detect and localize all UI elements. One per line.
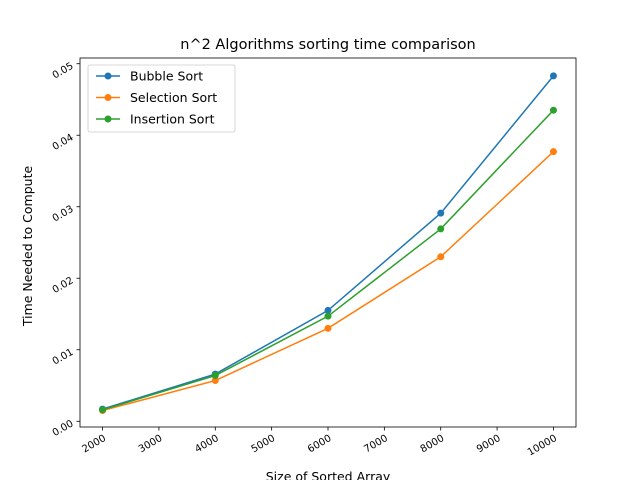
y-tick-label: 0.00 [51, 418, 76, 439]
legend-marker [104, 72, 112, 80]
series-line [102, 109, 554, 411]
x-axis: 2000 3000 4000 5000 6000 7000 8000 9000 10000 [81, 427, 559, 459]
data-point [437, 253, 445, 261]
chart-title: n^2 Algorithms sorting time comparison [180, 37, 476, 53]
x-tick-label: 8000 [419, 433, 447, 455]
series-line [102, 151, 554, 412]
legend-label: Insertion Sort [130, 112, 215, 127]
legend-item: Selection Sort [96, 90, 217, 105]
legend: Bubble Sort Selection Sort Insertion Sort [87, 64, 236, 133]
data-point [549, 148, 557, 156]
y-axis: 0.00 0.01 0.02 0.03 0.04 0.05 [51, 61, 80, 439]
legend-marker [104, 94, 112, 101]
x-tick-label: 6000 [306, 433, 334, 455]
y-tick-label: 0.05 [51, 61, 76, 82]
y-tick-label: 0.04 [51, 132, 76, 153]
series-selection-sort [99, 148, 557, 415]
legend-item: Insertion Sort [96, 112, 215, 127]
data-point [437, 209, 445, 217]
data-point [211, 372, 219, 380]
data-point [549, 72, 557, 80]
legend-box [87, 64, 236, 133]
legend-label: Bubble Sort [130, 69, 203, 84]
series-layer [99, 72, 557, 415]
y-tick-label: 0.03 [51, 204, 76, 225]
x-tick-label: 5000 [250, 433, 278, 455]
y-tick-label: 0.01 [51, 347, 76, 368]
data-point [324, 312, 332, 320]
data-point [211, 377, 219, 385]
x-tick-label: 2000 [81, 433, 109, 455]
y-axis-label: Time Needed to Compute [20, 166, 35, 328]
x-tick-label: 7000 [362, 433, 390, 455]
data-point [99, 406, 107, 414]
legend-label: Selection Sort [130, 90, 217, 105]
legend-marker [104, 115, 112, 123]
data-point [324, 324, 332, 332]
data-point [324, 306, 332, 314]
legend-item: Bubble Sort [96, 69, 203, 84]
data-point [437, 225, 445, 233]
series-insertion-sort [99, 106, 557, 414]
x-tick-label: 3000 [137, 433, 165, 455]
y-tick-label: 0.02 [51, 275, 76, 296]
x-tick-label: 10000 [526, 433, 559, 458]
data-point [549, 106, 557, 114]
x-tick-label: 9000 [475, 433, 503, 455]
x-tick-label: 4000 [193, 433, 221, 455]
x-axis-label: Size of Sorted Array [266, 469, 391, 480]
